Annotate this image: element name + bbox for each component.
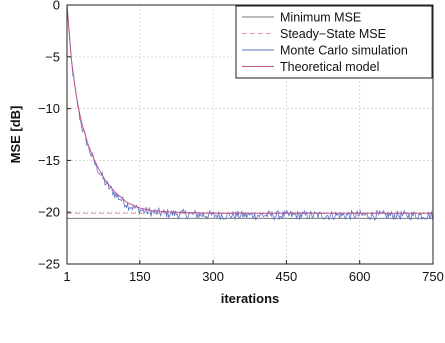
- x-tick-label: 300: [202, 269, 224, 284]
- axis-ticks: 1 150 300 450 600 750 0 −5 −10 −15 −20 −25: [38, 0, 444, 284]
- series-theoretical-model-line: [66, 4, 432, 214]
- legend-entry: Minimum MSE: [280, 11, 361, 25]
- y-axis-label: MSE [dB]: [8, 106, 23, 164]
- x-tick-label: 1: [63, 269, 70, 284]
- plot-frame: [66, 4, 434, 265]
- x-tick-label: 450: [276, 269, 298, 284]
- y-tick-label: −20: [38, 205, 60, 220]
- x-axis-label: iterations: [221, 291, 280, 306]
- series-monte-carlo-simulation-line: [66, 4, 433, 221]
- x-tick-label: 750: [422, 269, 444, 284]
- x-tick-label: 150: [129, 269, 151, 284]
- y-tick-label: 0: [53, 0, 60, 13]
- legend-entry: Steady−State MSE: [280, 27, 386, 41]
- legend-entry: Monte Carlo simulation: [280, 44, 408, 58]
- x-tick-label: 600: [349, 269, 371, 284]
- y-tick-label: −15: [38, 153, 60, 168]
- y-tick-label: −25: [38, 257, 60, 272]
- legend-entry: Theoretical model: [280, 60, 379, 74]
- legend: Minimum MSE Steady−State MSE Monte Carlo s…: [235, 5, 433, 79]
- y-tick-label: −5: [45, 49, 60, 64]
- series-group: [66, 4, 433, 221]
- y-tick-label: −10: [38, 101, 60, 116]
